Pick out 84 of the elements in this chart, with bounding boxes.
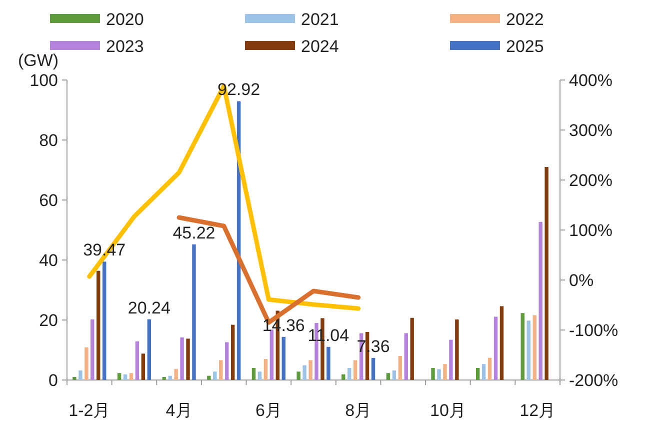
bar <box>437 369 441 380</box>
bar <box>520 313 525 380</box>
y2-tick-label: -100% <box>569 321 618 340</box>
bar <box>371 358 376 380</box>
bar <box>180 337 184 380</box>
bar <box>84 347 88 380</box>
bar <box>207 376 211 380</box>
x-tick-label: 8月 <box>345 401 372 420</box>
legend-label: 2020 <box>106 10 144 29</box>
y2-tick-label: -200% <box>569 371 618 390</box>
bar <box>186 338 190 380</box>
x-tick-label: 10月 <box>430 401 466 420</box>
y-tick-label: 60 <box>39 191 58 210</box>
x-tick-label: 6月 <box>255 401 282 420</box>
bar <box>78 370 82 380</box>
legend-label: 2024 <box>301 37 339 56</box>
bar <box>72 377 76 380</box>
bar <box>494 316 498 380</box>
bar <box>538 222 542 380</box>
bar <box>102 262 106 380</box>
bar <box>308 360 312 380</box>
y2-tick-label: 100% <box>569 221 612 240</box>
bar <box>213 372 217 380</box>
y-axis-title: (GW) <box>18 51 59 70</box>
bar <box>443 364 447 380</box>
y-tick-label: 0 <box>48 371 58 390</box>
bar <box>526 320 530 380</box>
bar <box>270 330 274 380</box>
bar <box>264 359 268 380</box>
x-tick-label: 1-2月 <box>68 401 110 420</box>
bar <box>117 373 122 380</box>
bar <box>135 341 140 380</box>
bar <box>398 356 402 380</box>
y-tick-label: 20 <box>39 311 58 330</box>
data-label: 20.24 <box>128 298 170 318</box>
bar <box>168 376 172 380</box>
bar <box>302 365 306 380</box>
bar <box>230 324 235 380</box>
bar <box>296 372 300 380</box>
bar <box>282 336 286 380</box>
bar <box>431 368 435 380</box>
y2-tick-label: 300% <box>569 121 612 140</box>
bar <box>96 270 100 380</box>
bar <box>532 315 536 380</box>
bar <box>192 244 196 380</box>
bar <box>174 368 178 380</box>
bar <box>162 377 166 380</box>
bar <box>449 340 453 380</box>
y-tick-label: 40 <box>39 251 58 270</box>
bar <box>476 368 480 380</box>
bar <box>147 319 152 380</box>
bar <box>455 319 459 380</box>
bar <box>348 368 352 380</box>
bar <box>342 374 346 380</box>
bar <box>386 373 390 380</box>
y2-tick-label: 0% <box>569 271 594 290</box>
bar <box>129 373 134 380</box>
legend-label: 2021 <box>301 10 339 29</box>
bar <box>392 370 396 380</box>
bar <box>410 318 414 380</box>
x-tick-label: 12月 <box>520 401 556 420</box>
y-tick-label: 100 <box>30 71 58 90</box>
bar <box>488 358 492 380</box>
bar <box>258 372 262 380</box>
bar <box>219 360 223 380</box>
bar <box>544 167 548 380</box>
legend-label: 2025 <box>506 37 544 56</box>
y-tick-label: 80 <box>39 131 58 150</box>
bar <box>404 333 408 380</box>
bar <box>500 306 504 380</box>
bar <box>123 374 128 380</box>
bar <box>90 319 94 380</box>
bar <box>252 368 256 380</box>
x-tick-label: 4月 <box>166 401 192 420</box>
bar <box>141 354 146 380</box>
bar <box>326 346 330 380</box>
data-label: 45.22 <box>172 223 216 242</box>
legend-label: 2022 <box>506 10 544 29</box>
bar <box>482 364 486 380</box>
bar <box>353 360 358 380</box>
legend-label: 2023 <box>106 37 144 56</box>
y2-tick-label: 400% <box>569 71 612 90</box>
y2-tick-label: 200% <box>569 171 612 190</box>
bar <box>225 342 229 380</box>
